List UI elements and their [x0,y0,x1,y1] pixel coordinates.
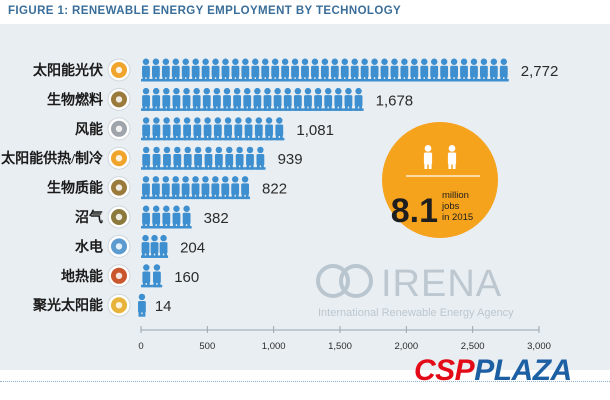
geothermal-icon [107,264,131,288]
biogas-icon [107,205,131,229]
category-label: 沼气 [75,209,103,226]
x-tick-label: 2,500 [461,341,485,352]
irena-watermark: IRENA International Renewable Energy Agen… [316,263,514,319]
biomass-icon [107,176,131,200]
concentrated-solar-icon [107,293,131,317]
callout-value: 8.1 [391,192,438,230]
value-label: 1,678 [376,92,414,109]
category-label: 聚光太阳能 [32,297,103,314]
value-label: 822 [262,181,287,198]
value-label: 204 [180,239,205,256]
bar [141,264,163,288]
sun-icon [107,58,131,82]
chart-title: FIGURE 1: RENEWABLE ENERGY EMPLOYMENT BY… [8,5,402,17]
bar [141,117,285,141]
watermark-ring-right [339,264,373,298]
value-label: 160 [174,269,199,286]
callout-text: jobs [441,201,460,212]
water-drop-icon [107,234,131,258]
brand-logo: CSPPLAZA [414,355,572,387]
category-label: 水电 [75,238,103,255]
value-label: 1,081 [296,122,334,139]
callout-text: in 2015 [442,212,473,223]
watermark-logo-text: IRENA [381,263,502,305]
bar [141,234,169,258]
wind-icon [107,117,131,141]
brand-logo-part-b: PLAZA [474,354,572,387]
x-tick-label: 0 [138,341,143,352]
solar-heat-icon [107,146,131,170]
x-tick-label: 1,000 [262,341,286,352]
footer-divider [0,381,610,382]
callout-text: million [442,190,469,201]
category-label: 生物质能 [47,180,103,197]
category-label: 地热能 [61,268,103,285]
value-label: 939 [278,151,303,168]
x-tick-label: 3,000 [527,341,551,352]
bar [141,58,509,82]
bar [141,205,192,229]
people-icon [423,145,457,169]
x-tick-label: 1,500 [328,341,352,352]
bar [141,87,364,111]
brand-logo-part-a: CSP [414,354,475,387]
biofuel-icon [107,87,131,111]
category-label: 太阳能光伏 [33,62,103,79]
x-tick-label: 2,000 [394,341,418,352]
bar [141,176,251,200]
category-label: 太阳能供热/制冷 [1,150,103,167]
category-label: 风能 [75,121,103,138]
value-label: 2,772 [521,63,559,80]
x-tick-label: 500 [199,341,215,352]
chart-panel [0,24,610,370]
category-label: 生物燃料 [47,91,103,108]
callout-circle [382,122,498,238]
bar [138,293,146,317]
watermark-tagline: International Renewable Energy Agency [318,307,514,319]
bar [141,146,266,170]
watermark-ring-left [316,264,350,298]
value-label: 14 [155,298,172,315]
value-label: 382 [204,210,229,227]
